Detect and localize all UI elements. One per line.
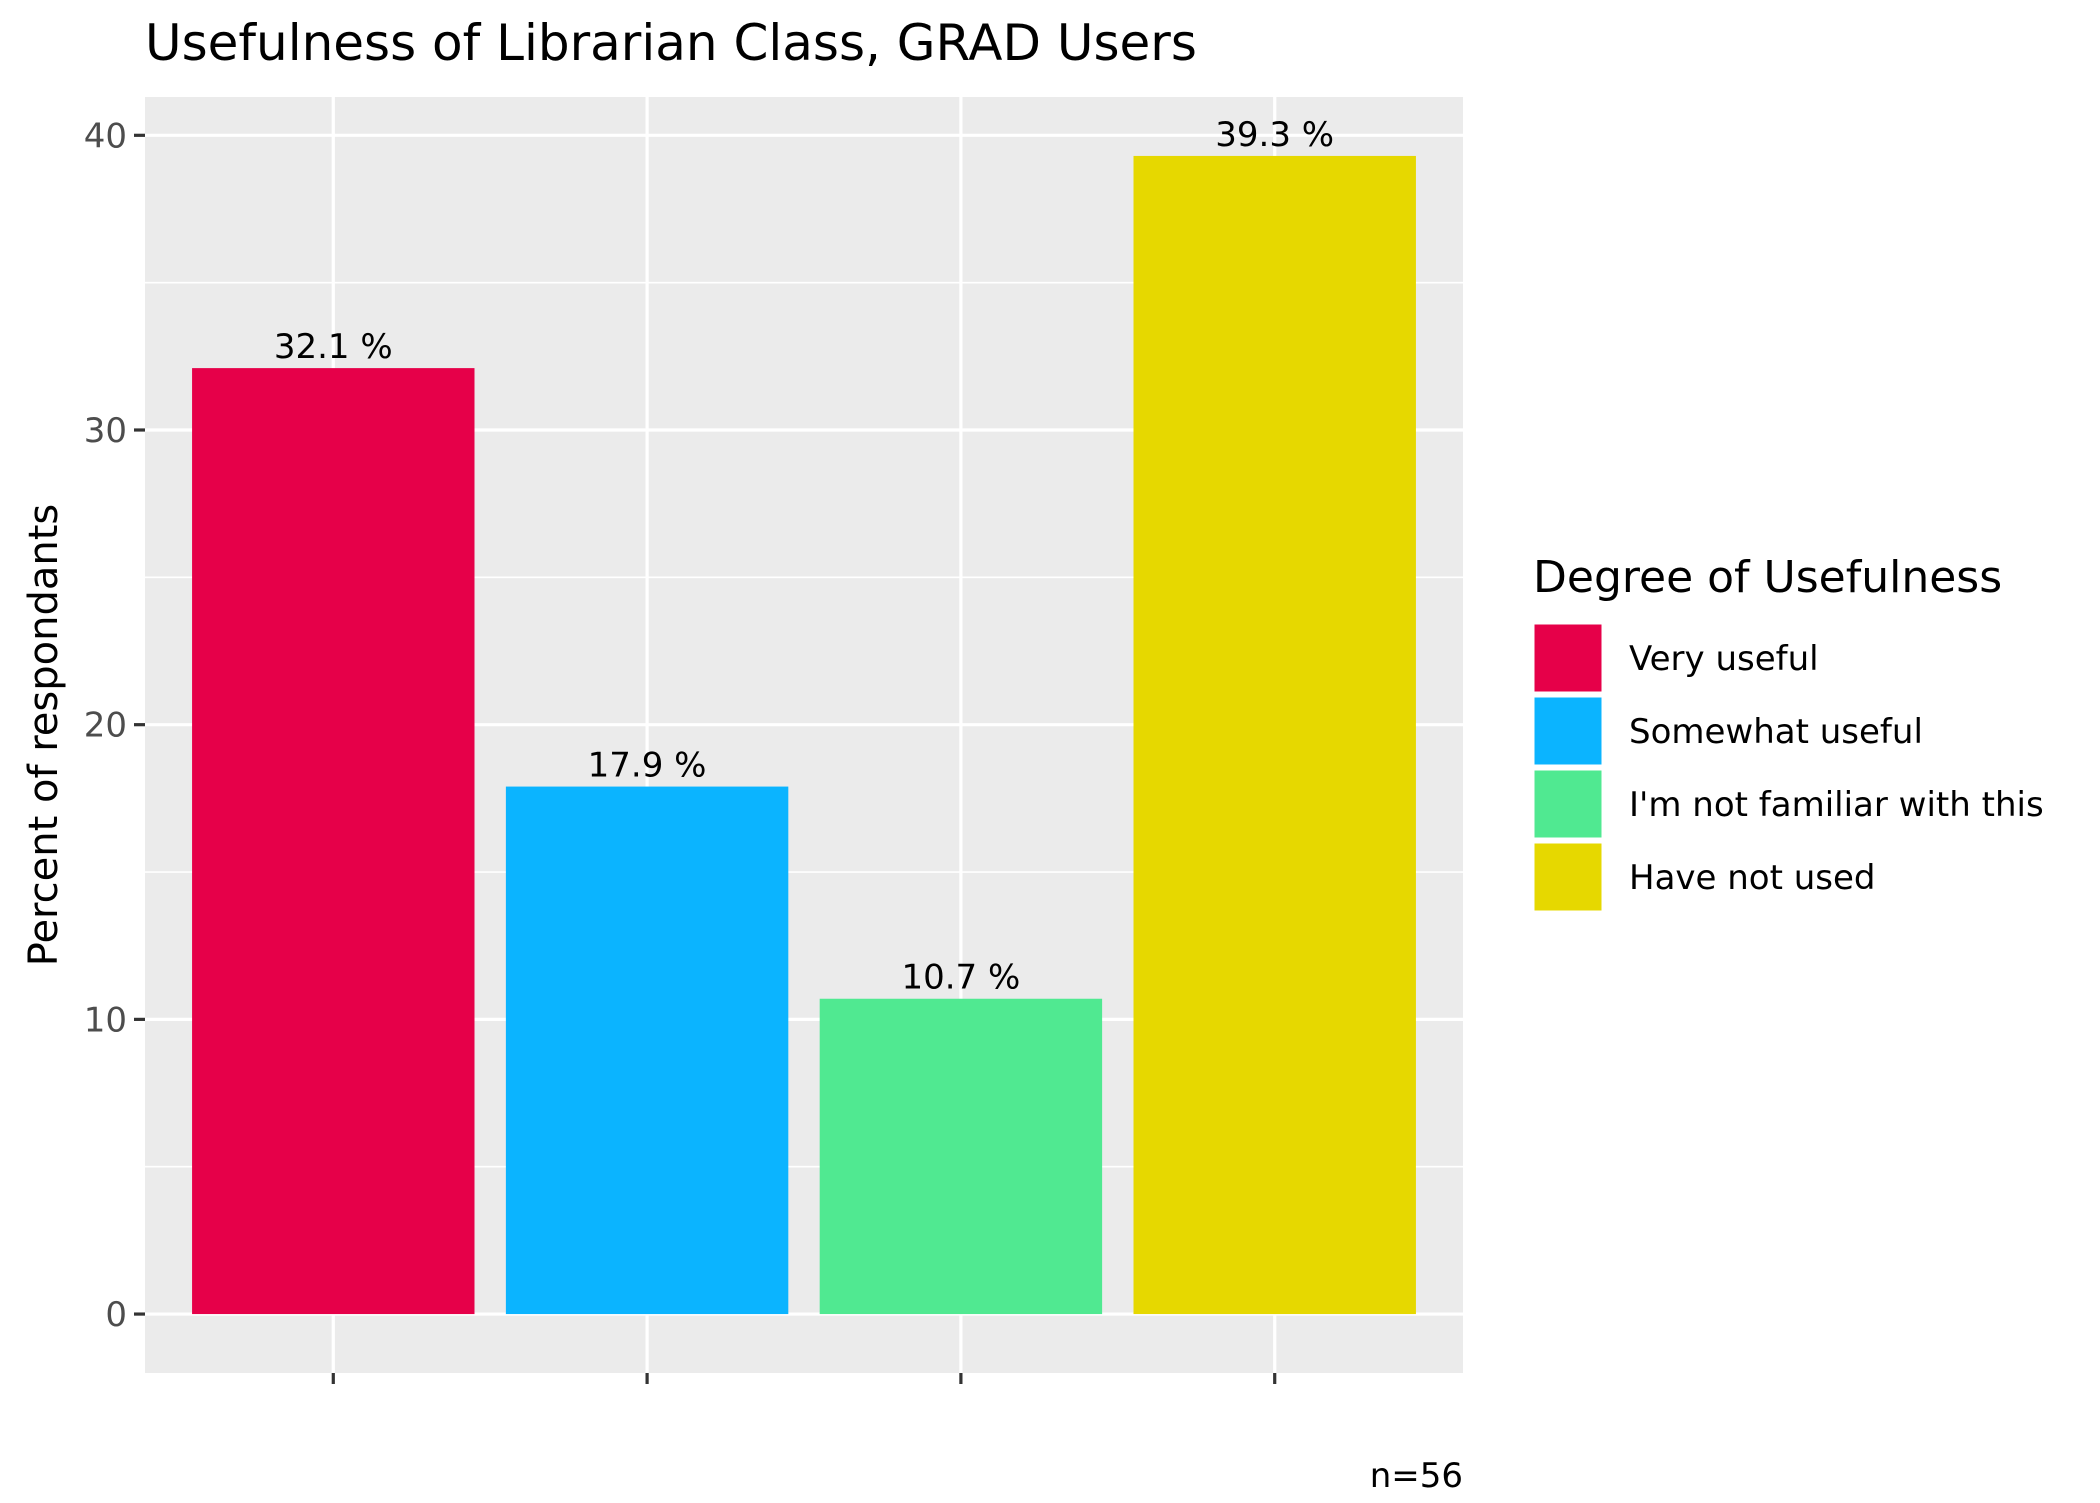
legend: Degree of Usefulness Very useful Somewhat… bbox=[1531, 552, 2044, 914]
bar-value-label: 10.7 % bbox=[901, 958, 1020, 998]
bars bbox=[192, 155, 1416, 1315]
sample-size-caption: n=56 bbox=[1370, 1456, 1463, 1496]
y-tick-label: 20 bbox=[84, 706, 127, 746]
y-tick-label: 0 bbox=[105, 1295, 127, 1335]
y-axis-title: Percent of respondants bbox=[21, 504, 67, 967]
bar bbox=[1133, 155, 1416, 1315]
legend-label: Have not used bbox=[1629, 858, 1876, 898]
y-tick-label: 40 bbox=[84, 116, 127, 156]
bar bbox=[819, 998, 1103, 1315]
bar-value-label: 39.3 % bbox=[1215, 115, 1334, 155]
legend-label: Very useful bbox=[1629, 639, 1819, 679]
bar-value-label: 32.1 % bbox=[274, 327, 393, 367]
y-tick-label: 10 bbox=[84, 1000, 127, 1040]
legend-key bbox=[1531, 767, 1605, 841]
bar bbox=[505, 786, 789, 1315]
bar bbox=[192, 368, 475, 1315]
legend-title: Degree of Usefulness bbox=[1533, 552, 2002, 603]
y-axis: 0 10 20 30 40 bbox=[84, 116, 145, 1335]
bar-value-label: 17.9 % bbox=[588, 746, 707, 786]
chart-title: Usefulness of Librarian Class, GRAD User… bbox=[145, 14, 1197, 72]
bar-value-labels: 32.1 % 17.9 % 10.7 % 39.3 % bbox=[274, 115, 1334, 998]
legend-key bbox=[1531, 694, 1605, 768]
legend-items: Very useful Somewhat useful I'm not famili… bbox=[1531, 621, 2044, 914]
legend-key bbox=[1531, 621, 1605, 695]
legend-key bbox=[1531, 840, 1605, 914]
y-tick-label: 30 bbox=[84, 411, 127, 451]
legend-label: Somewhat useful bbox=[1629, 712, 1923, 752]
x-axis bbox=[331, 1373, 1277, 1384]
legend-label: I'm not familiar with this bbox=[1629, 785, 2044, 825]
